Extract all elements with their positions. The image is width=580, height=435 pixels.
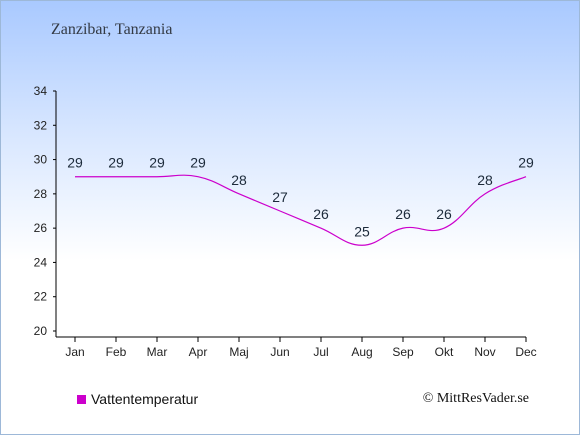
data-label: 29: [108, 155, 124, 171]
data-label: 26: [436, 206, 452, 222]
data-label: 27: [272, 189, 288, 205]
data-label: 29: [518, 155, 534, 171]
x-tick-label: Okt: [435, 345, 454, 359]
x-tick-label: Apr: [189, 345, 208, 359]
legend: Vattentemperatur: [77, 391, 198, 407]
x-tick-label: Jul: [313, 345, 328, 359]
copyright: © MittResVader.se: [422, 391, 529, 406]
data-label: 29: [67, 155, 83, 171]
y-tick-label: 34: [34, 84, 48, 98]
x-tick-label: Feb: [106, 345, 127, 359]
y-tick-label: 32: [34, 118, 48, 132]
y-tick-label: 28: [34, 187, 48, 201]
series-line-vattentemperatur: [75, 174, 527, 246]
x-tick-label: Dec: [515, 345, 536, 359]
legend-swatch: [77, 394, 86, 404]
x-tick-label: Maj: [229, 345, 248, 359]
data-label: 28: [231, 172, 247, 188]
chart-title: Zanzibar, Tanzania: [51, 21, 173, 38]
x-tick-label: Mar: [147, 345, 168, 359]
data-label: 29: [149, 155, 165, 171]
data-label: 29: [190, 155, 206, 171]
x-tick-label: Nov: [474, 345, 495, 359]
data-label: 28: [477, 172, 493, 188]
x-tick-label: Jan: [65, 345, 84, 359]
x-tick-label: Jun: [270, 345, 289, 359]
x-tick-label: Aug: [351, 345, 372, 359]
y-tick-label: 20: [34, 324, 48, 338]
legend-label: Vattentemperatur: [91, 391, 199, 407]
y-tick-label: 24: [34, 255, 48, 269]
y-tick-label: 22: [34, 290, 48, 304]
x-tick-label: Sep: [392, 345, 414, 359]
data-label: 26: [313, 206, 329, 222]
data-label: 25: [354, 223, 370, 239]
data-label: 26: [395, 206, 411, 222]
y-tick-label: 26: [34, 221, 48, 235]
y-tick-label: 30: [34, 153, 48, 167]
